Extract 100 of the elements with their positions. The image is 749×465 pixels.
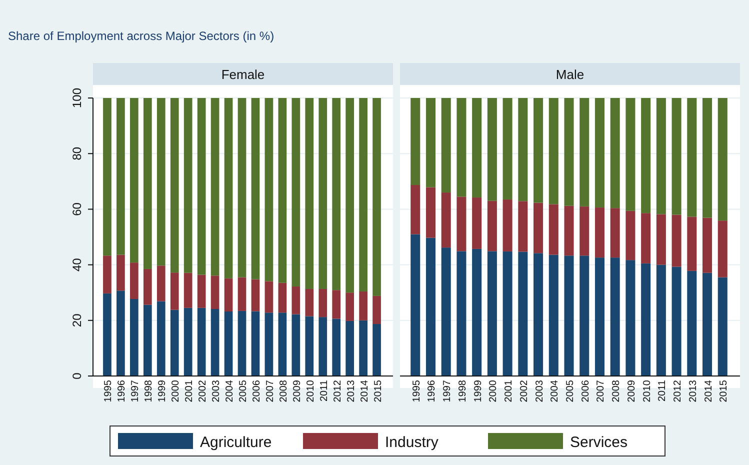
bar xyxy=(426,98,436,188)
bar xyxy=(656,98,666,214)
bar xyxy=(656,214,666,265)
bar xyxy=(346,320,354,376)
x-tick-label: 1996 xyxy=(426,380,438,402)
bar xyxy=(718,220,728,278)
bar xyxy=(359,98,368,292)
bar xyxy=(372,98,381,296)
x-tick-label: 2012 xyxy=(332,380,344,402)
bar xyxy=(210,309,220,376)
x-tick-label: 2012 xyxy=(672,380,684,402)
bar xyxy=(170,310,179,376)
bar xyxy=(197,274,206,308)
chart-subtitle: Female xyxy=(221,67,265,82)
bar xyxy=(718,277,728,376)
bar xyxy=(143,268,152,305)
x-tick-label: 1995 xyxy=(103,380,114,402)
x-tick-label: 2011 xyxy=(318,380,330,402)
bar xyxy=(224,312,233,376)
bar xyxy=(687,216,697,271)
x-tick-label: 2008 xyxy=(611,380,622,402)
bar xyxy=(292,314,300,376)
x-tick-label: 2005 xyxy=(238,380,249,402)
bar xyxy=(626,260,636,376)
bar xyxy=(332,318,341,376)
bar xyxy=(116,98,125,255)
x-tick-label: 2013 xyxy=(346,380,357,402)
bar xyxy=(441,248,451,376)
bar xyxy=(656,264,666,376)
bar xyxy=(332,290,341,319)
bar xyxy=(103,98,112,256)
x-tick-label: 2006 xyxy=(251,380,262,402)
bar xyxy=(487,98,497,201)
bar xyxy=(502,98,512,200)
bar xyxy=(318,317,328,376)
bar xyxy=(472,98,482,198)
bar xyxy=(278,312,287,376)
bar xyxy=(238,277,246,311)
bar xyxy=(518,252,528,376)
bar xyxy=(441,98,451,193)
chart-title: Share of Employment across Major Sectors (in %) xyxy=(8,29,274,43)
x-tick-label: 2002 xyxy=(198,380,209,402)
bar xyxy=(518,98,528,202)
bar xyxy=(224,98,233,278)
x-tick-label: 2006 xyxy=(580,380,592,402)
bar xyxy=(441,192,451,248)
x-tick-label: 1999 xyxy=(472,380,484,402)
y-tick-label: 20 xyxy=(70,313,84,328)
bar xyxy=(456,251,466,376)
bar xyxy=(610,208,620,258)
bar xyxy=(130,98,138,263)
bar xyxy=(184,308,192,376)
bar xyxy=(359,320,368,376)
bar xyxy=(564,256,574,376)
x-tick-label: 2011 xyxy=(657,380,668,402)
bar xyxy=(548,98,558,204)
bar xyxy=(626,210,636,260)
x-tick-label: 2015 xyxy=(718,380,730,402)
bar xyxy=(210,98,220,276)
bar xyxy=(534,202,544,254)
bar xyxy=(456,196,466,252)
bar xyxy=(170,98,179,273)
bar xyxy=(580,256,590,376)
bar xyxy=(502,251,512,376)
bar xyxy=(103,293,112,376)
x-tick-label: 2014 xyxy=(703,380,714,402)
bar xyxy=(278,282,287,313)
x-tick-label: 1996 xyxy=(116,380,128,402)
chart-subtitle: Male xyxy=(556,67,584,82)
bar xyxy=(116,254,125,291)
x-tick-label: 2003 xyxy=(534,380,546,402)
bar xyxy=(359,291,368,320)
bar xyxy=(610,98,620,208)
bar xyxy=(251,311,260,376)
x-tick-label: 1995 xyxy=(411,380,422,402)
bar xyxy=(487,200,497,252)
bar xyxy=(687,270,697,376)
x-tick-label: 2015 xyxy=(372,380,384,402)
x-tick-label: 1997 xyxy=(442,380,454,402)
legend-label: Agriculture xyxy=(200,434,272,451)
bar xyxy=(197,98,206,275)
bar xyxy=(238,310,246,376)
bar xyxy=(372,324,381,376)
x-tick-label: 2014 xyxy=(359,380,370,402)
bar xyxy=(332,98,341,290)
bar xyxy=(143,98,152,269)
legend-label: Services xyxy=(570,434,628,451)
legend-label: Industry xyxy=(385,434,439,451)
y-tick-label: 80 xyxy=(70,146,84,160)
bar xyxy=(472,198,482,249)
bar xyxy=(305,316,314,376)
y-tick-label: 40 xyxy=(70,258,84,272)
bar xyxy=(410,234,420,376)
bar xyxy=(718,98,728,221)
bar xyxy=(672,266,682,376)
bar xyxy=(305,98,314,289)
x-tick-label: 2004 xyxy=(224,380,236,402)
bar xyxy=(210,276,220,309)
bar xyxy=(264,98,274,282)
bar xyxy=(264,312,274,376)
